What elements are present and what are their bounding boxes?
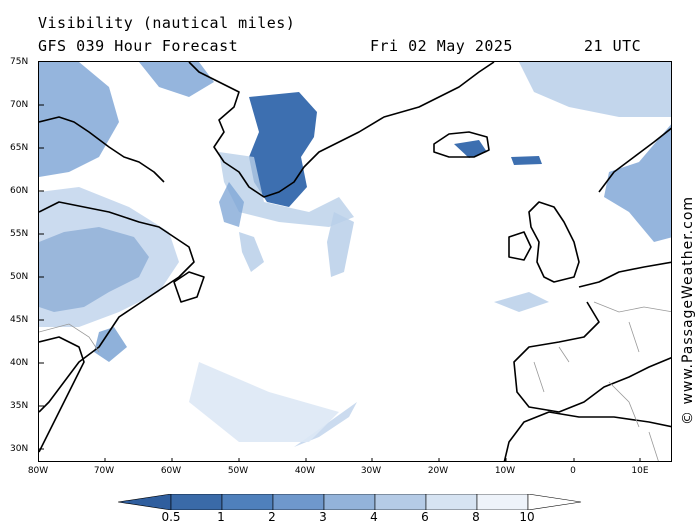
colorbar-segment-2 (272, 494, 325, 510)
border-iberia (533, 346, 570, 393)
lon-label-20w: 20W (427, 466, 449, 476)
vis-canada-north (39, 62, 119, 177)
model-run-label: GFS 039 Hour Forecast (38, 37, 239, 55)
coast-newfoundland (173, 271, 205, 303)
vis-iceland (454, 140, 487, 158)
lon-label-10w: 10W (494, 466, 516, 476)
colorbar-segment-3 (323, 494, 376, 510)
colorbar-segment-1 (221, 494, 274, 510)
vis-greenland-north (139, 62, 214, 97)
colorbar-segment-6 (425, 494, 478, 510)
lat-label-50n: 50N (10, 272, 29, 282)
colorbar (118, 494, 582, 510)
forecast-time: 21 UTC (584, 37, 642, 55)
lat-label-70n: 70N (10, 100, 29, 110)
lon-label-50w: 50W (227, 466, 249, 476)
vis-scandinavia (604, 124, 671, 242)
vis-greenland-halo (219, 152, 354, 227)
forecast-date: Fri 02 May 2025 (370, 37, 513, 55)
lat-label-65n: 65N (10, 143, 29, 153)
colorbar-label-0.5: 0.5 (161, 510, 181, 524)
frame-ticks (39, 104, 641, 461)
colorbar-label-3: 3 (319, 510, 327, 524)
political-borders (39, 301, 671, 461)
lat-label-75n: 75N (10, 57, 29, 67)
vis-quebec-halo (39, 187, 179, 327)
coast-greenland (188, 62, 495, 198)
colorbar-label-1: 1 (217, 510, 225, 524)
colorbar-label-8: 8 (472, 510, 480, 524)
coast-baffin (39, 116, 165, 183)
vis-labrador-sea (219, 182, 244, 227)
vis-greenland-core (249, 92, 317, 207)
lon-label-10e: 10E (631, 466, 649, 476)
lon-label-70w: 70W (93, 466, 115, 476)
colorbar-segment-0.5 (170, 494, 223, 510)
vis-arctic-east (519, 62, 671, 117)
colorbar-segment-8 (476, 494, 529, 510)
vis-norwegian-sea (511, 156, 542, 165)
vis-band-mid (239, 212, 354, 277)
vis-biscay (494, 292, 549, 312)
lon-label-30w: 30W (360, 466, 382, 476)
lat-label-55n: 55N (10, 229, 29, 239)
coast-norway (598, 127, 671, 193)
site-credit: © www.PassageWeather.com (680, 195, 696, 425)
lon-label-60w: 60W (160, 466, 182, 476)
colorbar-label-2: 2 (268, 510, 276, 524)
lon-label-40w: 40W (294, 466, 316, 476)
lon-label-0: 0 (570, 466, 576, 476)
colorbar-segment-gt-10 (527, 494, 582, 510)
coast-us-east (39, 336, 85, 453)
border-us-canada (39, 323, 100, 353)
coast-iceland (433, 131, 490, 158)
colorbar-segment-lt-0.5 (118, 494, 172, 510)
colorbar-label-6: 6 (421, 510, 429, 524)
lat-label-40n: 40N (10, 358, 29, 368)
lat-label-35n: 35N (10, 401, 29, 411)
map-frame (38, 61, 672, 462)
coast-africa (503, 411, 671, 461)
colorbar-label-10: 10 (519, 510, 535, 524)
colorbar-segments (118, 494, 582, 510)
title-line1: Visibility (nautical miles) (38, 14, 296, 32)
border-europe (593, 301, 671, 461)
colorbar-segment-4 (374, 494, 427, 510)
lat-label-30n: 30N (10, 444, 29, 454)
coast-britain (528, 201, 580, 283)
lat-label-60n: 60N (10, 186, 29, 196)
map-canvas (39, 62, 671, 461)
coast-ireland (508, 231, 532, 261)
vis-atlantic-faint (189, 362, 339, 442)
visibility-shading (39, 62, 671, 447)
vis-nova-scotia (94, 327, 127, 362)
lat-label-45n: 45N (10, 315, 29, 325)
colorbar-label-4: 4 (370, 510, 378, 524)
lon-label-80w: 80W (27, 466, 49, 476)
coastlines (39, 62, 671, 461)
coast-europe (513, 261, 671, 413)
